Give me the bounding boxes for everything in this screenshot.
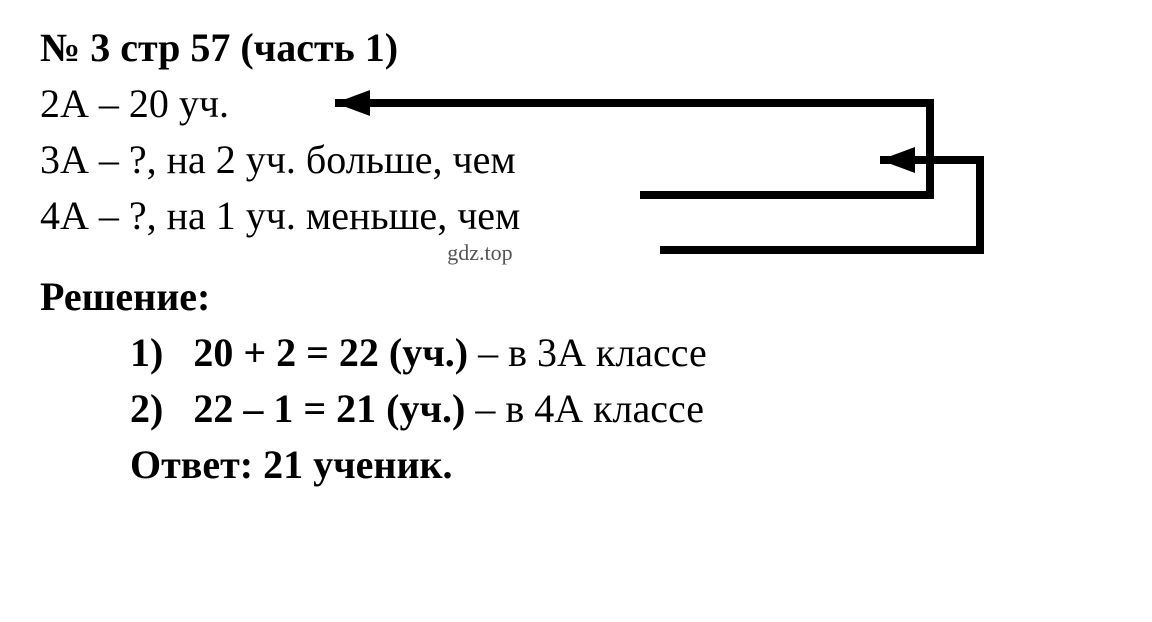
page: № 3 стр 57 (часть 1) 2А – 20 уч. 3А – ?,… <box>0 0 1152 622</box>
step-number: 2) <box>130 386 163 431</box>
solution-step-2: 2) 22 – 1 = 21 (уч.) – в 4А классе <box>130 381 1112 437</box>
answer: Ответ: 21 ученик. <box>130 437 1112 493</box>
given-line-3: 4А – ?, на 1 уч. меньше, чем <box>40 188 1112 244</box>
step-number: 1) <box>130 330 163 375</box>
step-tail: – в 4А классе <box>475 386 704 431</box>
solution-step-1: 1) 20 + 2 = 22 (уч.) – в 3А классе <box>130 325 1112 381</box>
step-equation: 20 + 2 = 22 (уч.) <box>193 330 468 375</box>
given-line-2: 3А – ?, на 2 уч. больше, чем <box>40 132 1112 188</box>
exercise-title: № 3 стр 57 (часть 1) <box>40 20 1112 76</box>
solution-header: Решение: <box>40 269 1112 325</box>
given-line-1: 2А – 20 уч. <box>40 76 1112 132</box>
step-equation: 22 – 1 = 21 (уч.) <box>193 386 465 431</box>
step-tail: – в 3А классе <box>478 330 707 375</box>
